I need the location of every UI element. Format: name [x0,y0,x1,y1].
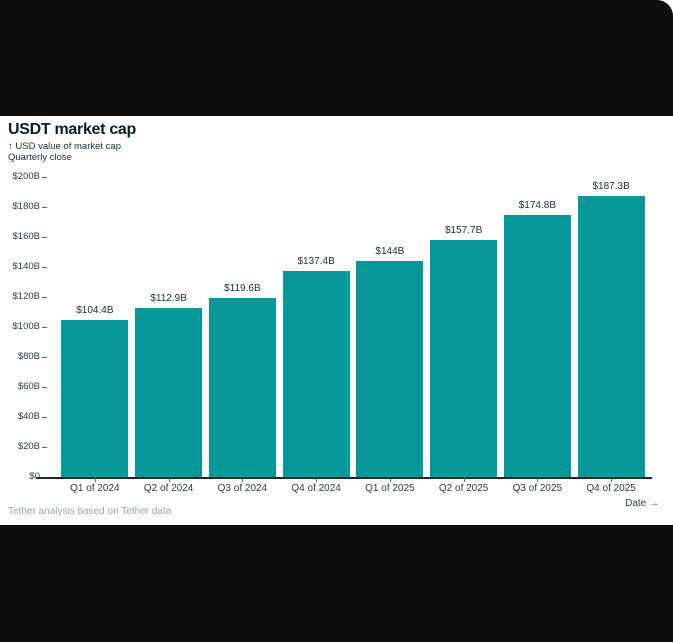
y-axis-tick-label: $180B [12,201,40,212]
bottom-letterbox-band [0,525,673,642]
bar-value-label: $137.4B [297,255,335,267]
x-axis-tick-label: Q1 of 2025 [365,483,415,494]
x-axis-tick-mark [316,478,318,482]
x-axis-tick-mark [389,478,391,482]
x-axis-tick-mark [242,478,244,482]
bar-value-label: $104.4B [76,305,114,317]
y-axis-tick-label: $0 [29,471,40,482]
bar-q3-of-2024 [208,297,276,477]
bar-q2-of-2024 [135,307,203,477]
x-axis-tick-label: Q1 of 2024 [70,483,120,494]
y-axis-tick-label: $120B [12,291,40,302]
y-axis-tick-mark [42,297,47,298]
bar-chart-plot: $200B $180B $160B $140B $120B $100B $80B $60B $4… [0,116,673,525]
y-axis-tick-mark [42,447,47,448]
y-axis-tick-mark [42,177,47,178]
x-axis-tick-mark [463,478,465,482]
bar-q4-of-2025 [577,196,645,477]
y-axis-tick-label: $200B [12,171,40,182]
bar-value-label: $144B [375,246,405,257]
y-axis-tick-label: $80B [17,351,40,362]
x-axis-tick-label: Q2 of 2024 [143,483,194,494]
x-axis-tick-mark [611,478,613,482]
y-axis-tick-mark [42,327,47,328]
x-axis-tick-mark [537,478,539,482]
bar-value-label: $157.7B [444,225,483,237]
x-axis-tick-label: Q3 of 2025 [512,483,563,494]
bar-value-label: $112.9B [150,292,187,304]
x-axis-tick-mark [168,478,170,482]
x-axis-tick-label: Q3 of 2024 [217,483,268,494]
x-axis-title: Date → [625,498,659,509]
x-axis-tick-label: Q4 of 2025 [586,483,636,494]
x-axis-tick-mark [94,478,96,482]
y-axis-tick-label: $100B [12,321,40,332]
bar-q1-of-2024 [61,320,129,477]
bar-q1-of-2025 [356,261,424,477]
y-axis-tick-mark [42,267,47,268]
bar-value-label: $187.3B [592,181,630,193]
bar-q2-of-2025 [430,240,498,477]
bar-q3-of-2025 [503,214,571,477]
chart-title: USDT market cap [8,121,136,138]
y-axis-tick-label: $40B [17,411,40,422]
y-axis-tick-mark [42,387,47,388]
bar-value-label: $119.6B [224,282,261,294]
y-axis-tick-mark [42,417,47,418]
y-axis-tick-mark [42,357,47,358]
usdt-market-cap-chart: USDT market cap ↑ USD value of market ca… [0,116,673,525]
chart-subtitle-frequency: Quarterly close [8,152,72,163]
x-axis-baseline [36,477,652,479]
y-axis-tick-label: $140B [12,261,40,272]
y-axis-tick-mark [42,237,47,238]
y-axis-tick-label: $60B [17,381,40,392]
top-letterbox-band [0,0,673,116]
bar-value-label: $174.8B [518,199,557,211]
x-axis-tick-label: Q4 of 2024 [291,483,341,494]
chart-subtitle-yaxis: ↑ USD value of market cap [8,141,121,152]
y-axis-tick-label: $160B [12,231,40,242]
x-axis-tick-label: Q2 of 2025 [438,483,489,494]
source-attribution: Tether analysis based on Tether data [8,506,172,517]
bar-q4-of-2024 [282,270,350,477]
y-axis-tick-label: $20B [17,441,40,452]
y-axis-tick-mark [42,207,47,208]
